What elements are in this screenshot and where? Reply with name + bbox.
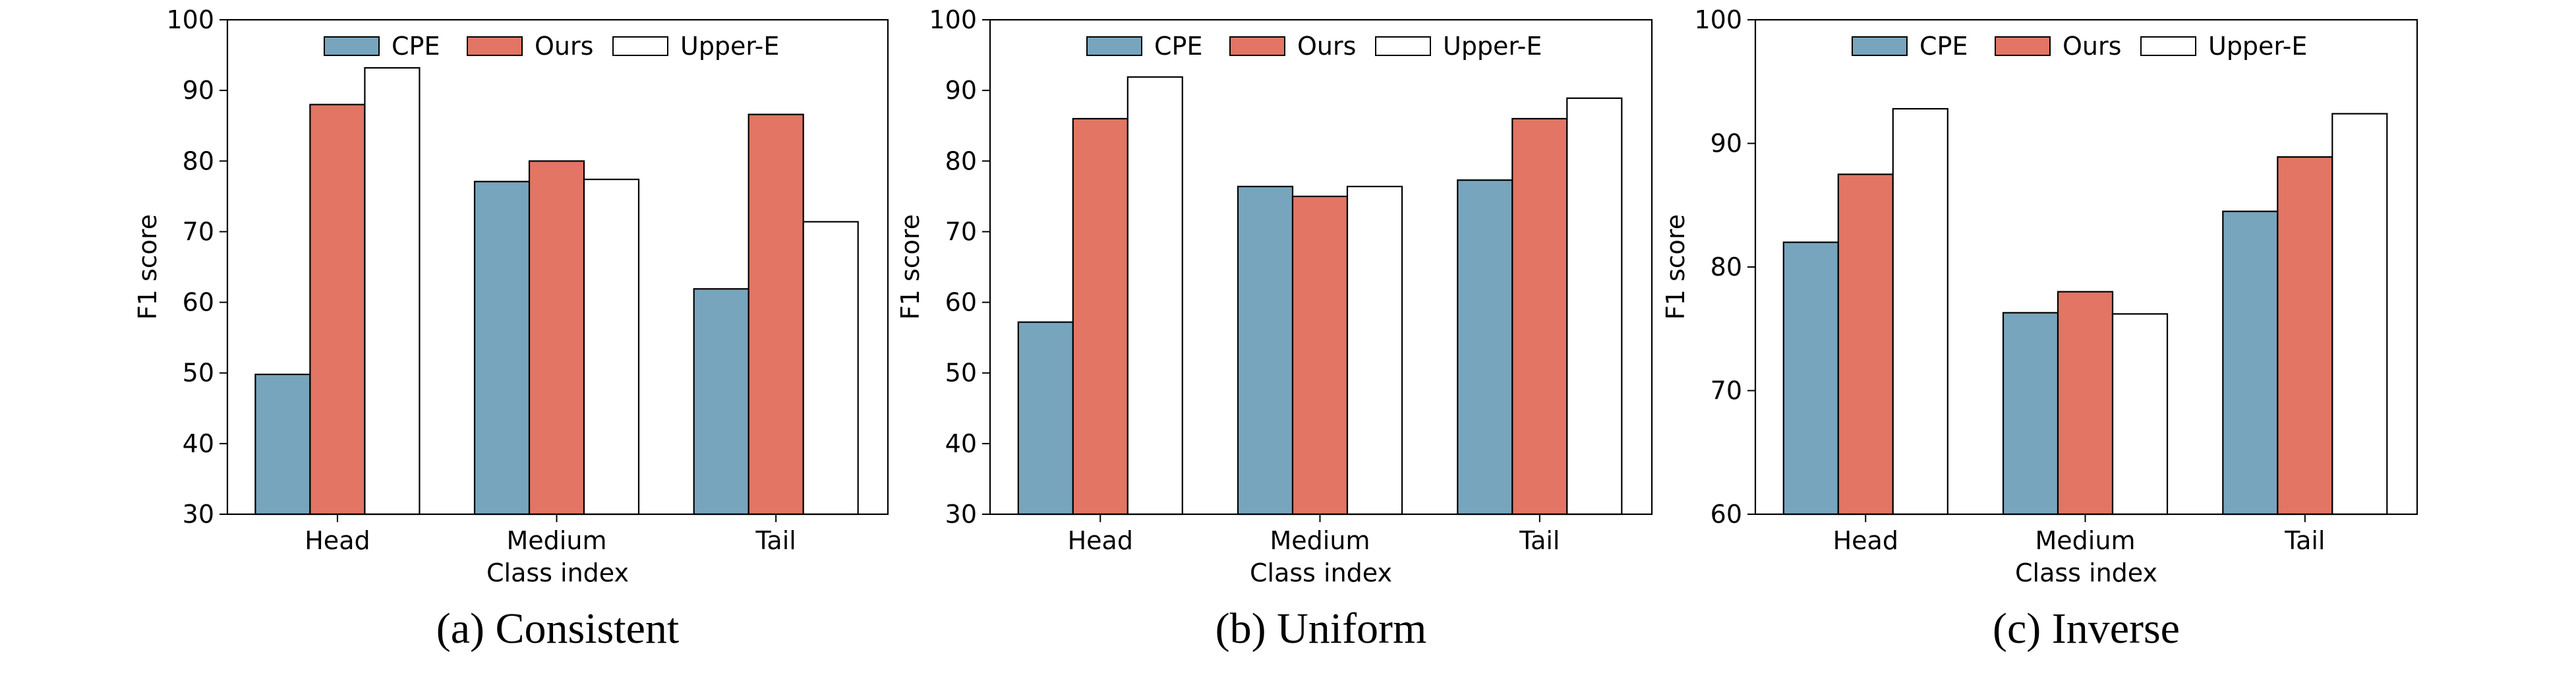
y-tick-label: 30 [945, 500, 977, 529]
subfigure-caption: (a) Consistent [436, 605, 679, 653]
legend-swatch-cpe [324, 36, 380, 56]
legend-swatch-upper-e [612, 36, 668, 56]
legend: CPE Ours Upper-E [1852, 32, 2307, 61]
y-axis-label: F1 score [133, 214, 162, 320]
subfigure-caption: (b) Uniform [1215, 605, 1427, 653]
y-tick-label: 100 [166, 5, 214, 34]
y-tick-label: 100 [929, 5, 977, 34]
legend: CPE Ours Upper-E [324, 32, 779, 61]
legend-label-upper-e: Upper-E [2208, 32, 2307, 61]
bar-ours-tail [2277, 156, 2333, 516]
legend-label-cpe: CPE [392, 32, 440, 61]
y-tick-label: 70 [1711, 376, 1742, 405]
x-tick-label: Head [1833, 526, 1898, 555]
legend-label-ours: Ours [535, 32, 593, 61]
y-tick-label: 80 [1711, 252, 1742, 282]
y-tick-label: 40 [945, 429, 977, 458]
legend: CPE Ours Upper-E [1086, 32, 1542, 61]
bar-ours-medium [2057, 291, 2114, 516]
y-tick-label: 60 [183, 288, 214, 317]
bar-upper-e-head [1892, 107, 1948, 516]
x-axis-label: Class index [486, 558, 629, 587]
legend-label-cpe: CPE [1154, 32, 1202, 61]
y-tick-label: 60 [945, 288, 977, 317]
y-tick-label: 100 [1694, 5, 1742, 34]
legend-label-upper-e: Upper-E [1443, 32, 1542, 61]
y-tick-label: 70 [183, 217, 214, 246]
y-axis-label: F1 score [1661, 214, 1690, 320]
plot-frame [226, 18, 889, 516]
bar-upper-e-tail [2331, 113, 2388, 516]
bar-ours-medium [1291, 195, 1349, 516]
bar-cpe-tail [1457, 179, 1513, 516]
y-tick-label: 50 [945, 359, 977, 388]
y-tick-label: 80 [945, 146, 977, 175]
bar-cpe-tail [693, 288, 749, 516]
bar-cpe-head [1017, 321, 1074, 516]
x-tick-label: Medium [1270, 526, 1370, 555]
bar-upper-e-head [1127, 76, 1183, 516]
bar-ours-medium [528, 160, 585, 516]
chart-panel-3: Head Medium Tail 60 70 80 90 100 Class index F1 s… [1661, 5, 2418, 653]
y-tick-label: 50 [183, 359, 214, 388]
bar-ours-tail [747, 113, 804, 516]
legend-label-ours: Ours [2063, 32, 2121, 61]
y-tick-label: 90 [183, 76, 214, 105]
legend-swatch-ours [1995, 36, 2051, 56]
legend-swatch-ours [1229, 36, 1285, 56]
x-tick-label: Head [1068, 526, 1133, 555]
bar-ours-tail [1511, 117, 1568, 516]
bar-upper-e-tail [1566, 97, 1623, 516]
y-tick-label: 30 [183, 500, 214, 529]
plot-frame [989, 18, 1653, 516]
y-tick-label: 90 [1711, 129, 1742, 158]
legend-swatch-upper-e [1375, 36, 1431, 56]
legend-swatch-ours [467, 36, 523, 56]
bar-ours-head [309, 104, 366, 516]
chart-panel-2: Head Medium Tail 30 40 50 60 70 80 90 100 Class ind… [896, 5, 1653, 653]
y-tick-label: 70 [945, 217, 977, 246]
legend-swatch-cpe [1086, 36, 1142, 56]
bar-ours-head [1837, 173, 1894, 516]
x-tick-label: Medium [507, 526, 607, 555]
x-tick-label: Tail [2284, 526, 2325, 555]
legend-swatch-upper-e [2140, 36, 2196, 56]
y-tick-label: 60 [1711, 500, 1742, 529]
chart-panel-1: Head Medium Tail 30 40 50 60 70 80 90 100 Class ind… [133, 5, 889, 653]
bar-upper-e-tail [802, 221, 859, 516]
legend-label-upper-e: Upper-E [680, 32, 779, 61]
legend-swatch-cpe [1852, 36, 1908, 56]
bar-upper-e-head [364, 67, 421, 516]
y-axis-label: F1 score [896, 214, 925, 320]
bar-cpe-head [1782, 241, 1839, 516]
legend-label-ours: Ours [1297, 32, 1356, 61]
bar-upper-e-medium [583, 179, 640, 516]
subfigure-caption: (c) Inverse [1993, 605, 2180, 653]
x-tick-label: Tail [1519, 526, 1560, 555]
x-tick-label: Head [305, 526, 370, 555]
bar-cpe-medium [473, 181, 531, 516]
bar-upper-e-medium [2111, 313, 2169, 516]
legend-label-cpe: CPE [1919, 32, 1968, 61]
y-tick-label: 80 [183, 146, 214, 175]
bar-cpe-head [254, 373, 311, 516]
bar-ours-head [1072, 117, 1128, 516]
bar-cpe-medium [2002, 312, 2059, 516]
bar-upper-e-medium [1346, 185, 1403, 516]
bar-cpe-medium [1237, 185, 1294, 516]
y-tick-label: 40 [183, 429, 214, 458]
x-axis-label: Class index [1250, 558, 1392, 587]
y-tick-label: 90 [945, 76, 977, 105]
x-tick-label: Medium [2035, 526, 2136, 555]
x-tick-label: Tail [755, 526, 796, 555]
x-axis-label: Class index [2015, 558, 2157, 587]
bar-cpe-tail [2222, 210, 2279, 516]
